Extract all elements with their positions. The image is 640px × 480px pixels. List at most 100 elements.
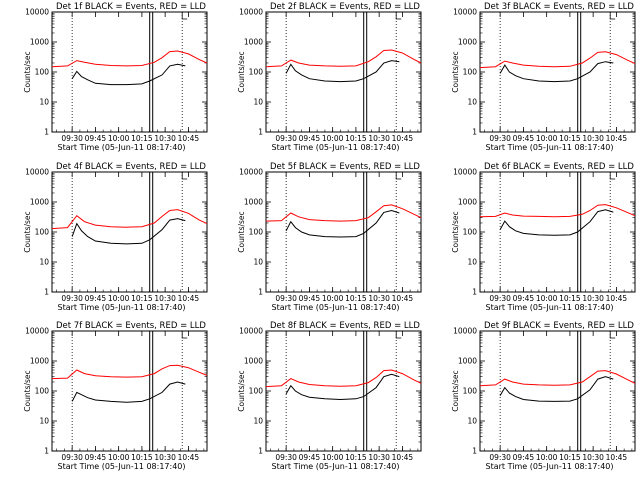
x-tick-label: 10:30 (368, 134, 390, 143)
x-tick-label: 09:45 (513, 294, 535, 303)
lld-series-line (479, 370, 636, 387)
x-axis-label: Start Time (05-Jun-11 08:17:40) (272, 143, 400, 152)
x-tick-label: 10:00 (322, 453, 344, 462)
x-tick-label: 10:45 (178, 134, 200, 143)
y-tick-label: 1 (258, 128, 263, 137)
x-tick-label: 09:45 (299, 453, 321, 462)
y-tick-label: 1000 (458, 38, 477, 47)
x-tick-label: 10:30 (368, 453, 390, 462)
events-series-line (499, 209, 614, 236)
x-tick-label: 10:00 (322, 294, 344, 303)
y-tick-label: 10 (253, 258, 263, 267)
panel-det-1: Det 1f BLACK = Events, RED = LLD 1 10 100 10… (23, 2, 208, 152)
panel-title: Det 2f BLACK = Events, RED = LLD (270, 2, 420, 12)
x-axis-label: Start Time (05-Jun-11 08:17:40) (272, 462, 400, 471)
x-tick-label: 10:30 (154, 453, 176, 462)
panel-title: Det 8f BLACK = Events, RED = LLD (270, 321, 420, 331)
panel-title: Det 7f BLACK = Events, RED = LLD (56, 321, 206, 331)
lld-series-line (479, 204, 636, 218)
events-series-line (499, 376, 614, 402)
lld-series-line (265, 204, 422, 222)
bracket-marker (395, 172, 402, 180)
x-tick-label: 10:15 (345, 134, 367, 143)
x-tick-label: 10:15 (131, 453, 153, 462)
x-tick-label: 10:15 (131, 294, 153, 303)
y-tick-label: 1 (472, 288, 477, 297)
y-tick-label: 10000 (239, 168, 263, 177)
x-tick-label: 10:45 (178, 453, 200, 462)
events-series-line (71, 63, 186, 86)
panel-title: Det 4f BLACK = Events, RED = LLD (56, 162, 206, 172)
x-tick-label: 10:00 (108, 453, 130, 462)
y-tick-label: 1000 (458, 357, 477, 366)
y-tick-label: 1000 (244, 357, 263, 366)
x-tick-label: 10:45 (606, 294, 628, 303)
lld-series-line (51, 50, 208, 68)
x-tick-label: 10:15 (345, 294, 367, 303)
lld-series-line (479, 51, 636, 69)
x-tick-label: 10:45 (606, 134, 628, 143)
x-tick-label: 10:30 (582, 453, 604, 462)
y-tick-label: 10000 (239, 8, 263, 17)
x-tick-label: 09:45 (85, 453, 107, 462)
y-tick-label: 100 (463, 228, 478, 237)
x-tick-label: 10:15 (559, 134, 581, 143)
y-tick-label: 100 (463, 387, 478, 396)
x-tick-label: 10:15 (559, 294, 581, 303)
x-axis-label: Start Time (05-Jun-11 08:17:40) (486, 462, 614, 471)
panel-title: Det 9f BLACK = Events, RED = LLD (484, 321, 634, 331)
x-tick-label: 09:30 (61, 294, 83, 303)
x-tick-label: 10:30 (582, 294, 604, 303)
y-tick-label: 100 (35, 387, 50, 396)
y-tick-label: 100 (249, 68, 264, 77)
x-axis-label: Start Time (05-Jun-11 08:17:40) (58, 462, 186, 471)
bracket-marker (181, 172, 188, 180)
y-tick-label: 10 (467, 258, 477, 267)
y-tick-label: 10000 (25, 327, 49, 336)
x-axis-label: Start Time (05-Jun-11 08:17:40) (272, 303, 400, 312)
events-series-line (499, 61, 614, 83)
y-tick-label: 1000 (244, 198, 263, 207)
y-tick-label: 10000 (25, 168, 49, 177)
bracket-marker (609, 331, 616, 339)
y-tick-label: 10000 (453, 8, 477, 17)
x-tick-label: 10:45 (392, 294, 414, 303)
x-tick-label: 09:30 (489, 134, 511, 143)
panel-title: Det 3f BLACK = Events, RED = LLD (484, 2, 634, 12)
lld-series-line (51, 209, 208, 230)
y-axis-label: Counts/sec (237, 51, 246, 92)
y-tick-label: 10 (39, 417, 49, 426)
x-tick-label: 09:45 (299, 294, 321, 303)
y-tick-label: 1000 (30, 357, 49, 366)
x-tick-label: 10:15 (131, 134, 153, 143)
panel-det-9: Det 9f BLACK = Events, RED = LLD 1 10 100 10… (451, 321, 636, 471)
y-tick-label: 1 (44, 288, 49, 297)
x-axis-label: Start Time (05-Jun-11 08:17:40) (58, 143, 186, 152)
events-series-line (285, 373, 400, 401)
panel-title: Det 6f BLACK = Events, RED = LLD (484, 162, 634, 172)
x-tick-label: 10:00 (108, 294, 130, 303)
y-tick-label: 1000 (30, 198, 49, 207)
y-tick-label: 100 (35, 228, 50, 237)
plot-frame (479, 11, 636, 133)
x-tick-label: 09:30 (61, 453, 83, 462)
panel-det-2: Det 2f BLACK = Events, RED = LLD 1 10 100 10… (237, 2, 422, 152)
panel-title: Det 5f BLACK = Events, RED = LLD (270, 162, 420, 172)
x-tick-label: 09:45 (513, 134, 535, 143)
y-axis-label: Counts/sec (451, 51, 460, 92)
y-tick-label: 1 (44, 128, 49, 137)
x-tick-label: 10:00 (536, 134, 558, 143)
lld-series-line (51, 364, 208, 380)
panel-det-5: Det 5f BLACK = Events, RED = LLD 1 10 100 10… (237, 162, 422, 312)
y-tick-label: 10 (39, 98, 49, 107)
x-tick-label: 09:30 (275, 134, 297, 143)
x-tick-label: 10:45 (392, 453, 414, 462)
y-tick-label: 10 (39, 258, 49, 267)
y-axis-label: Counts/sec (237, 211, 246, 252)
x-tick-label: 10:30 (154, 294, 176, 303)
y-axis-label: Counts/sec (23, 370, 32, 411)
x-tick-label: 10:00 (536, 294, 558, 303)
y-tick-label: 100 (249, 387, 264, 396)
bracket-marker (395, 12, 402, 20)
